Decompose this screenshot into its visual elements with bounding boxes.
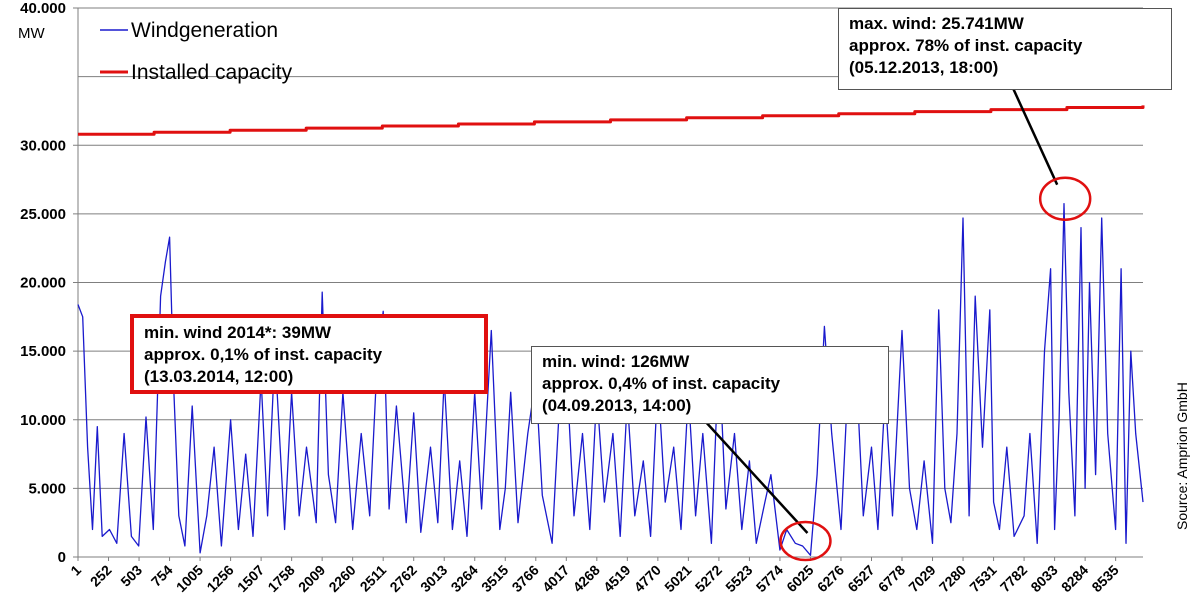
annotation-min2014-line-1: min. wind 2014*: 39MW bbox=[144, 323, 332, 342]
marker-circle-max bbox=[1038, 176, 1092, 221]
x-tick-label: 4770 bbox=[631, 562, 664, 595]
x-tick-label: 754 bbox=[148, 562, 176, 590]
x-tick-label: 5272 bbox=[692, 562, 725, 595]
windgeneration-line bbox=[77, 203, 1144, 556]
annotation-max-line-3: (05.12.2013, 18:00) bbox=[849, 58, 999, 77]
annotation-min-wind-2014: min. wind 2014*: 39MW approx. 0,1% of in… bbox=[130, 314, 488, 394]
x-tick-labels: 1 252 503 754100512561507175820092260251127… bbox=[67, 562, 1122, 595]
annotation-min2013-line-1: min. wind: 126MW bbox=[542, 352, 690, 371]
x-tick-label: 3264 bbox=[448, 562, 481, 595]
x-tick-label: 4519 bbox=[600, 562, 633, 595]
y-tick-label: 15.000 bbox=[20, 343, 66, 360]
x-tick-label: 503 bbox=[117, 562, 145, 590]
x-tick-label: 7029 bbox=[905, 562, 938, 595]
x-tick-label: 8535 bbox=[1088, 562, 1121, 595]
y-unit-label: MW bbox=[18, 25, 45, 42]
x-tick-label: 6276 bbox=[814, 562, 847, 595]
x-tick-label: 3515 bbox=[478, 562, 511, 595]
annotation-min2014-line-3: (13.03.2014, 12:00) bbox=[144, 367, 294, 386]
legend: Windgeneration Installed capacity bbox=[100, 19, 293, 84]
axes bbox=[73, 7, 1143, 561]
x-tick-label: 5523 bbox=[722, 562, 755, 595]
x-tick-label: 6527 bbox=[844, 562, 877, 595]
annotation-max-wind: max. wind: 25.741MW approx. 78% of inst.… bbox=[838, 8, 1172, 90]
y-tick-label: 40.000 bbox=[20, 0, 66, 17]
x-tick-label: 1 bbox=[67, 562, 84, 579]
annotation-min2013-line-3: (04.09.2013, 14:00) bbox=[542, 396, 692, 415]
x-tick-label: 6025 bbox=[783, 562, 816, 595]
annotation-max-line-1: max. wind: 25.741MW bbox=[849, 14, 1024, 33]
annotation-min2014-line-2: approx. 0,1% of inst. capacity bbox=[144, 345, 383, 364]
x-tick-label: 8033 bbox=[1027, 562, 1060, 595]
x-tick-label: 1758 bbox=[264, 562, 297, 595]
leader-line-min bbox=[703, 419, 809, 534]
x-tick-label: 1256 bbox=[203, 562, 236, 595]
installed-capacity-line bbox=[78, 105, 1145, 136]
leader-line-max bbox=[1010, 85, 1059, 186]
annotation-min-wind-2013: min. wind: 126MW approx. 0,4% of inst. c… bbox=[531, 346, 889, 424]
x-tick-label: 1005 bbox=[173, 562, 206, 595]
x-tick-label: 7782 bbox=[997, 562, 1030, 595]
x-tick-label: 3766 bbox=[509, 562, 542, 595]
legend-wind-label: Windgeneration bbox=[131, 19, 278, 42]
annotation-markers bbox=[703, 85, 1092, 562]
annotation-max-line-2: approx. 78% of inst. capacity bbox=[849, 36, 1083, 55]
x-tick-label: 5774 bbox=[753, 562, 786, 595]
x-tick-label: 2762 bbox=[386, 562, 419, 595]
y-tick-label: 25.000 bbox=[20, 206, 66, 223]
y-tick-labels: 0 5.000 10.000 15.000 20.000 25.000 30.000 40.0… bbox=[20, 0, 66, 566]
annotation-min2013-line-2: approx. 0,4% of inst. capacity bbox=[542, 374, 781, 393]
y-tick-label: 10.000 bbox=[20, 412, 66, 429]
x-tick-label: 7531 bbox=[966, 562, 999, 595]
x-tick-label: 8284 bbox=[1058, 562, 1091, 595]
source-note: Source: Amprion GmbH bbox=[1174, 382, 1190, 530]
x-tick-label: 2511 bbox=[357, 562, 390, 595]
y-tick-label: 20.000 bbox=[20, 275, 66, 292]
y-tick-label: 30.000 bbox=[20, 137, 66, 154]
x-tick-label: 4268 bbox=[570, 562, 603, 595]
x-tick-label: 5021 bbox=[661, 562, 694, 595]
series-lines bbox=[77, 105, 1145, 556]
y-tick-label: 5.000 bbox=[28, 480, 66, 497]
x-tick-label: 7280 bbox=[936, 562, 969, 595]
x-tick-label: 252 bbox=[87, 562, 115, 590]
x-tick-label: 6778 bbox=[875, 562, 908, 595]
x-tick-label: 3013 bbox=[417, 562, 450, 595]
x-tick-label: 4017 bbox=[539, 562, 572, 595]
marker-circle-min bbox=[779, 520, 832, 562]
y-tick-label: 0 bbox=[58, 549, 66, 566]
x-tick-label: 2009 bbox=[295, 562, 328, 595]
legend-capacity-label: Installed capacity bbox=[131, 61, 293, 84]
x-tick-label: 2260 bbox=[325, 562, 358, 595]
x-tick-label: 1507 bbox=[234, 562, 267, 595]
